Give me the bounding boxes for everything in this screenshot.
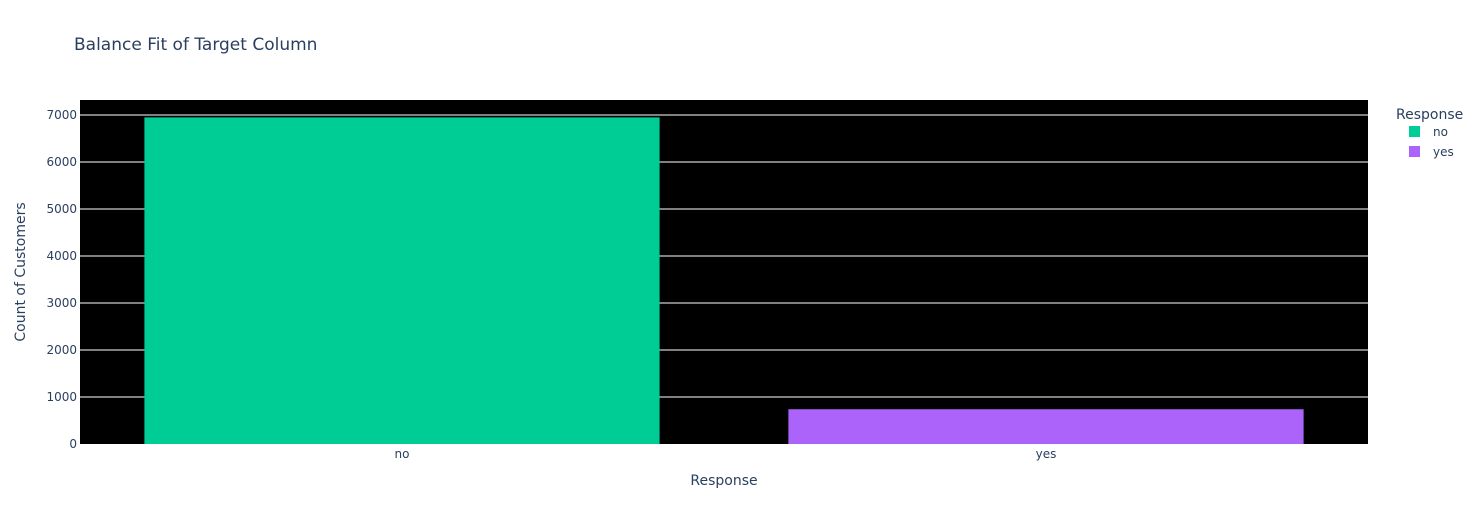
legend: Response no yes bbox=[1396, 107, 1463, 159]
x-tick-label: yes bbox=[1036, 447, 1057, 461]
legend-label: no bbox=[1433, 125, 1448, 139]
y-axis-title: Count of Customers bbox=[13, 202, 29, 341]
y-tick-label: 4000 bbox=[46, 249, 77, 263]
legend-swatch bbox=[1409, 146, 1420, 157]
y-axis-ticks: 0 1000 2000 3000 4000 5000 6000 7000 bbox=[46, 108, 77, 451]
y-tick-label: 7000 bbox=[46, 108, 77, 122]
y-tick-label: 2000 bbox=[46, 343, 77, 357]
bar-yes[interactable] bbox=[788, 409, 1304, 444]
x-tick-label: no bbox=[395, 447, 410, 461]
y-tick-label: 6000 bbox=[46, 155, 77, 169]
legend-label: yes bbox=[1433, 145, 1454, 159]
legend-items: no yes bbox=[1409, 125, 1454, 159]
y-tick-label: 1000 bbox=[46, 390, 77, 404]
legend-item-no[interactable]: no bbox=[1409, 125, 1448, 139]
bar-no[interactable] bbox=[144, 117, 660, 445]
bars bbox=[144, 117, 1304, 445]
legend-title: Response bbox=[1396, 107, 1463, 123]
x-axis-ticks: no yes bbox=[395, 447, 1057, 461]
legend-swatch bbox=[1409, 126, 1420, 137]
y-tick-label: 3000 bbox=[46, 296, 77, 310]
y-tick-label: 5000 bbox=[46, 202, 77, 216]
chart-title: Balance Fit of Target Column bbox=[74, 35, 317, 55]
y-tick-label: 0 bbox=[69, 437, 77, 451]
x-axis-title: Response bbox=[690, 473, 757, 489]
legend-item-yes[interactable]: yes bbox=[1409, 145, 1454, 159]
